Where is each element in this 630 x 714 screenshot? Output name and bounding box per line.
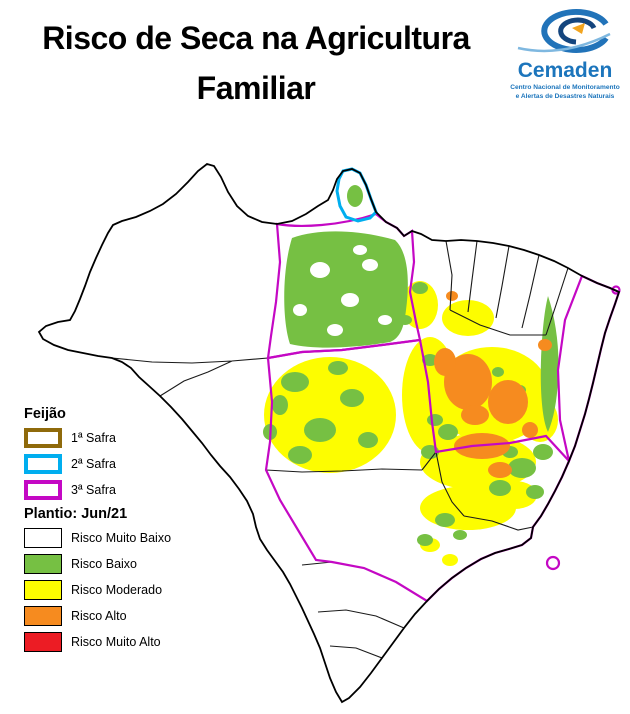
legend-crop-title: Feijão xyxy=(24,406,66,422)
legend-row-risk-verylow: Risco Muito Baixo xyxy=(24,528,204,548)
logo-subtitle-line2: e Alertas de Desastres Naturais xyxy=(515,92,615,100)
risk-verylow-label: Risco Muito Baixo xyxy=(71,531,172,545)
legend-row-risk-low: Risco Baixo xyxy=(24,554,204,574)
map-legend: Feijão 1ª Safra 2ª Safra 3ª Safra Planti… xyxy=(24,406,204,658)
legend-row-risk-high: Risco Alto xyxy=(24,606,204,626)
logo-subtitle-line1: Centro Nacional de Monitoramento xyxy=(510,84,620,91)
coastal-bahia-green-strip xyxy=(540,296,559,432)
legend-row-risk-moderate: Risco Moderado xyxy=(24,580,204,600)
safra2-label: 2ª Safra xyxy=(71,457,116,471)
risk-low-regions xyxy=(263,185,559,546)
risk-high-label: Risco Alto xyxy=(71,609,127,623)
legend-row-safra3: 3ª Safra xyxy=(24,480,204,500)
title-block: Risco de Seca na Agricultura Familiar xyxy=(0,14,512,113)
logo-brand: Cemaden xyxy=(517,59,613,82)
legend-row-safra2: 2ª Safra xyxy=(24,454,204,474)
risk-moderate-swatch xyxy=(24,580,62,600)
page-title: Risco de Seca na Agricultura Familiar xyxy=(42,20,470,106)
legend-row-risk-veryhigh: Risco Muito Alto xyxy=(24,632,204,652)
safra2-swatch xyxy=(24,454,62,474)
brazil-country-outline xyxy=(37,163,621,704)
risk-moderate-label: Risco Moderado xyxy=(71,583,163,597)
safra1-label: 1ª Safra xyxy=(71,431,116,445)
legend-row-safra1: 1ª Safra xyxy=(24,428,204,448)
risk-low-label: Risco Baixo xyxy=(71,557,137,571)
risk-verylow-patches xyxy=(293,245,392,336)
risk-high-swatch xyxy=(24,606,62,626)
para-green-region xyxy=(284,231,408,348)
safra3-label: 3ª Safra xyxy=(71,483,116,497)
risk-veryhigh-swatch xyxy=(24,632,62,652)
risk-veryhigh-label: Risco Muito Alto xyxy=(71,635,161,649)
risk-verylow-swatch xyxy=(24,528,62,548)
legend-planting-title: Plantio: Jun/21 xyxy=(24,506,128,522)
safra3-swatch xyxy=(24,480,62,500)
cemaden-swirl-icon xyxy=(517,9,611,53)
risk-low-swatch xyxy=(24,554,62,574)
cemaden-logo: Cemaden Centro Nacional de Monitoramento… xyxy=(502,4,628,101)
safra1-swatch xyxy=(24,428,62,448)
risk-high-regions xyxy=(434,291,552,478)
logo-subtitle: Centro Nacional de Monitoramento e Alert… xyxy=(502,84,628,101)
